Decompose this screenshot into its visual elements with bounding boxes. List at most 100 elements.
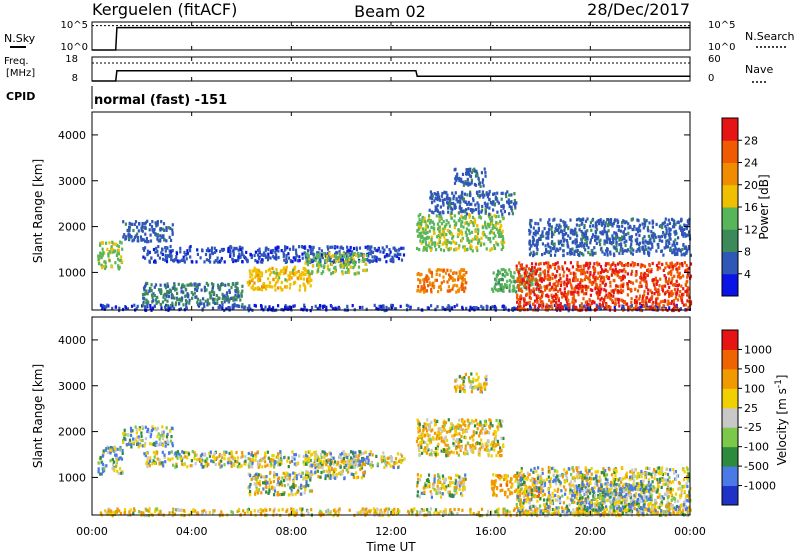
date-title: 28/Dec/2017	[587, 0, 690, 19]
heatmap-cell	[448, 240, 451, 244]
heatmap-cell	[453, 248, 456, 252]
heatmap-cell	[336, 256, 339, 260]
heatmap-cell	[100, 241, 103, 245]
heatmap-cell	[430, 238, 433, 242]
heatmap-cell	[427, 284, 430, 288]
heatmap-cell	[349, 249, 352, 253]
heatmap-cell	[603, 224, 607, 228]
heatmap-cell	[636, 218, 639, 222]
heatmap-cell	[325, 254, 329, 258]
heatmap-cell	[326, 267, 329, 271]
heatmap-cell	[536, 279, 539, 283]
heatmap-cell	[256, 260, 259, 264]
heatmap-cell	[599, 230, 602, 234]
heatmap-cell	[614, 235, 617, 239]
heatmap-cell	[166, 439, 169, 443]
heatmap-cell	[676, 291, 679, 295]
heatmap-cell	[193, 291, 196, 295]
heatmap-cell	[181, 283, 184, 287]
heatmap-cell	[347, 459, 350, 463]
heatmap-cell	[288, 286, 291, 290]
heatmap-cell	[422, 508, 426, 512]
heatmap-cell	[647, 307, 650, 311]
heatmap-cell	[629, 263, 632, 267]
heatmap-cell	[501, 245, 505, 249]
heatmap-cell	[469, 167, 472, 171]
noise-right-tick-bottom: 10^0	[708, 42, 735, 53]
heatmap-cell	[204, 252, 208, 257]
heatmap-cell	[624, 227, 627, 231]
heatmap-cell	[589, 220, 592, 225]
heatmap-cell	[154, 283, 158, 287]
heatmap-cell	[467, 228, 471, 232]
heatmap-cell	[330, 255, 333, 259]
heatmap-cell	[563, 232, 566, 237]
heatmap-cell	[160, 291, 163, 296]
heatmap-cell	[227, 249, 230, 254]
heatmap-cell	[438, 268, 441, 272]
heatmap-cell	[264, 305, 267, 309]
heatmap-cell	[205, 510, 208, 514]
heatmap-cell	[517, 270, 520, 274]
heatmap-cell	[348, 458, 352, 463]
heatmap-cell	[650, 230, 653, 234]
heatmap-cell	[393, 253, 396, 257]
heatmap-cell	[426, 508, 429, 512]
heatmap-cell	[107, 446, 110, 450]
heatmap-cell	[639, 306, 642, 310]
heatmap-cell	[130, 222, 133, 226]
heatmap-cell	[124, 237, 127, 241]
heatmap-cell	[475, 169, 478, 173]
heatmap-cell	[366, 258, 369, 262]
heatmap-cell	[680, 253, 683, 257]
heatmap-cell	[359, 253, 362, 257]
heatmap-cell	[432, 226, 435, 230]
heatmap-cell	[306, 260, 309, 264]
heatmap-cell	[260, 304, 263, 308]
heatmap-cell	[438, 198, 442, 202]
heatmap-cell	[467, 213, 471, 217]
heatmap-cell	[441, 233, 444, 237]
heatmap-cell	[364, 245, 367, 249]
heatmap-cell	[471, 237, 474, 241]
heatmap-cell	[256, 269, 259, 273]
heatmap-cell	[247, 462, 250, 466]
heatmap-cell	[101, 462, 104, 466]
heatmap-cell	[239, 246, 242, 250]
heatmap-cell	[241, 246, 244, 250]
heatmap-cell	[193, 282, 196, 286]
heatmap-cell	[651, 295, 654, 299]
heatmap-cell	[618, 243, 621, 247]
heatmap-cell	[564, 224, 567, 229]
heatmap-cell	[538, 237, 541, 241]
heatmap-cell	[298, 259, 301, 263]
heatmap-cell	[130, 304, 134, 308]
heatmap-cell	[294, 258, 297, 262]
heatmap-cell	[386, 511, 389, 515]
heatmap-cell	[587, 261, 590, 266]
heatmap-cell	[463, 182, 466, 186]
heatmap-cell	[471, 249, 474, 253]
heatmap-cell	[428, 217, 431, 221]
heatmap-cell	[501, 229, 504, 233]
heatmap-cell	[577, 293, 580, 297]
heatmap-cell	[532, 290, 535, 294]
heatmap-cell	[547, 220, 550, 224]
heatmap-cell	[164, 305, 167, 309]
heatmap-cell	[676, 270, 679, 274]
heatmap-cell	[218, 460, 221, 464]
heatmap-cell	[536, 238, 539, 243]
heatmap-cell	[661, 285, 664, 289]
heatmap-cell	[476, 248, 479, 253]
heatmap-cell	[477, 176, 480, 180]
heatmap-cell	[494, 195, 497, 199]
heatmap-cell	[577, 217, 581, 221]
heatmap-cell	[417, 307, 420, 311]
heatmap-cell	[385, 305, 388, 309]
heatmap-cell	[340, 255, 343, 259]
heatmap-cell	[617, 300, 620, 305]
heatmap-cell	[601, 281, 604, 285]
heatmap-cell	[674, 263, 677, 267]
heatmap-cell	[645, 306, 648, 310]
heatmap-cell	[655, 298, 658, 302]
